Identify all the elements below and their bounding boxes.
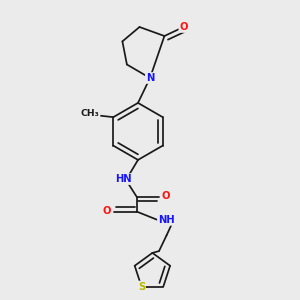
Text: CH₃: CH₃ — [81, 109, 100, 118]
Text: S: S — [138, 281, 145, 292]
Text: NH: NH — [158, 215, 175, 225]
Text: O: O — [103, 206, 111, 217]
Text: HN: HN — [115, 174, 131, 184]
Text: O: O — [162, 191, 170, 201]
Text: O: O — [179, 22, 188, 32]
Text: N: N — [146, 73, 154, 83]
